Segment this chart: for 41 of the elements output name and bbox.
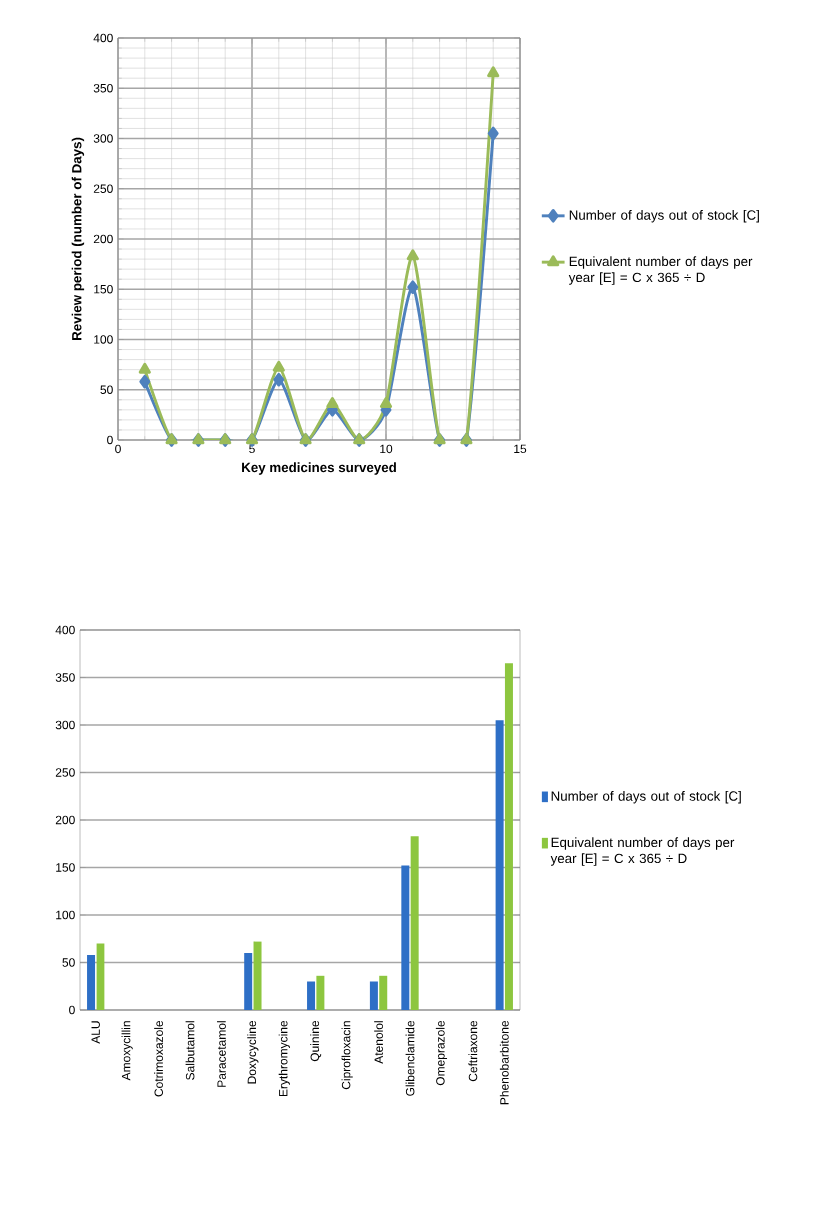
legend-label: Number of days out of stock [C] [551,791,741,804]
y-tick-label: 400 [55,625,75,635]
x-tick-label: Omeprazole [435,1020,448,1086]
y-tick-label: 150 [94,284,113,294]
y-tick-label: 50 [100,385,113,394]
x-tick-label: 10 [380,444,393,454]
x-tick-label: Erythromycine [278,1020,290,1097]
x-tick-label: Doxycycline [247,1020,259,1084]
y-tick-label: 150 [56,863,75,872]
y-tick-label: 50 [62,958,75,967]
y-tick-label: 350 [93,83,113,93]
y-axis-title: Review period (number of Days) [71,137,85,340]
y-tick-label: 0 [69,1005,75,1015]
x-tick-label: 15 [514,444,527,454]
x-tick-label: Paracetamol [217,1021,226,1087]
x-axis-title: Key medicines surveyed [242,462,396,475]
x-tick-label: Amoxycillin [121,1021,133,1081]
x-tick-label: Phenobarbitone [499,1020,509,1105]
y-tick-label: 250 [93,184,113,193]
x-tick-label: Cotrimoxazole [154,1020,163,1097]
y-tick-label: 100 [56,910,75,920]
x-tick-label: Ciprofloxacin [341,1021,353,1090]
y-tick-label: 200 [93,234,113,244]
legend-label: Number of days out of stock [C] [569,210,759,223]
x-tick-label: Atenolol [374,1021,383,1064]
x-tick-label: Quinine [310,1020,322,1062]
legend-label: Equivalent number of days per year [E] = C x 365 ÷ D [568,256,753,285]
x-tick-label: Ceftriaxone [468,1020,478,1082]
y-tick-label: 250 [55,768,75,777]
y-tick-label: 100 [94,335,113,344]
y-tick-label: 350 [55,673,75,682]
x-tick-label: Salbutamol [185,1021,195,1080]
x-tick-label: ALU [91,1021,100,1044]
x-tick-label: Glibenclamide [405,1020,415,1096]
y-tick-label: 0 [107,435,113,445]
x-tick-label: 0 [115,444,121,454]
y-tick-label: 300 [93,134,113,143]
legend-label: Equivalent number of days per year [E] = C x 365 ÷ D [550,837,735,866]
y-tick-label: 400 [93,33,113,43]
y-tick-label: 200 [55,815,75,825]
y-tick-label: 300 [55,720,75,730]
